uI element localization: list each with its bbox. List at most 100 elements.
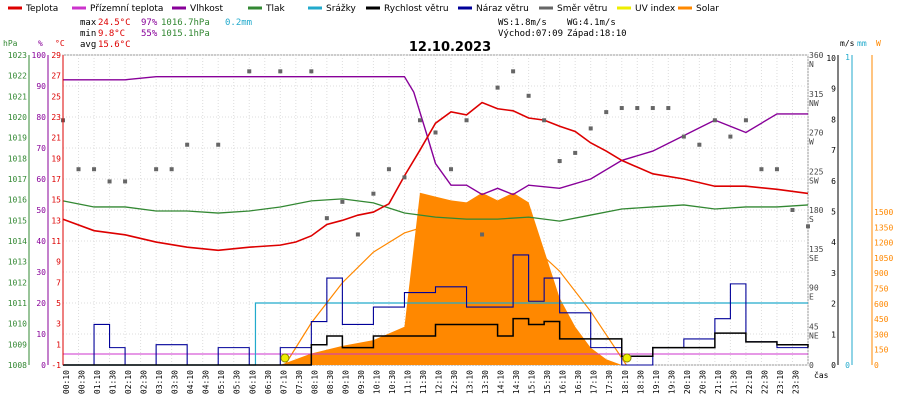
wind-direction-point — [495, 85, 500, 90]
wind-direction-point — [278, 69, 283, 74]
wind-direction-point — [619, 106, 624, 111]
axis-hpa-tick: 1009 — [8, 340, 27, 349]
axis-pct-tick: 30 — [36, 268, 46, 277]
wind-direction-point — [681, 134, 686, 139]
axis-dir-tick: 270 — [809, 129, 824, 138]
wind-direction-point — [728, 134, 733, 139]
wind-direction-point — [774, 167, 779, 172]
axis-hpa-tick: 1014 — [8, 237, 27, 246]
axis-dir-tick: 135 — [809, 245, 824, 254]
wind-direction-point — [216, 142, 221, 147]
series-rychlost-větru — [63, 317, 809, 366]
x-tick-label: 03:10 — [155, 370, 164, 394]
stat-min-hum: 55% — [141, 29, 158, 39]
legend-label: UV index — [635, 4, 676, 14]
axis-hpa-tick: 1012 — [8, 278, 27, 287]
legend-label: Srážky — [326, 4, 357, 14]
stat-wind-speed: WS:1.8m/s — [498, 18, 547, 28]
wind-direction-point — [480, 232, 485, 237]
stat-min-pres: 1015.1hPa — [161, 29, 210, 39]
axis-w-tick: 750 — [874, 285, 889, 294]
wind-direction-point — [169, 167, 174, 172]
axis-header-degc: °C — [55, 39, 65, 48]
axis-w-tick: 450 — [874, 315, 889, 324]
x-tick-label: 08:10 — [310, 370, 319, 394]
axis-hpa-tick: 1019 — [8, 134, 27, 143]
series-vlhkost — [63, 76, 808, 196]
axis-ms-tick: 0 — [831, 361, 836, 370]
wind-direction-point — [402, 175, 407, 180]
x-tick-label: 09:30 — [357, 370, 366, 394]
wind-direction-point — [92, 167, 97, 172]
x-tick-label: 04:30 — [202, 370, 211, 394]
axis-pct-tick: 100 — [32, 51, 47, 60]
axis-dir-tick: 90 — [809, 284, 819, 293]
axis-header-ms: m/s — [840, 39, 855, 48]
axis-hpa-tick: 1023 — [8, 51, 27, 60]
axis-pct-tick: 80 — [36, 113, 46, 122]
wind-direction-point — [666, 106, 671, 111]
wind-direction-point — [324, 216, 329, 221]
x-tick-label: 13:10 — [466, 370, 475, 394]
wind-direction-point — [464, 118, 469, 123]
x-tick-label: 23:30 — [791, 370, 800, 394]
axis-degc-tick: 3 — [56, 320, 61, 329]
axis-dir-label: W — [809, 138, 814, 147]
axis-dir-tick: 315 — [809, 90, 824, 99]
axis-w-tick: 1200 — [874, 239, 893, 248]
axis-pct-tick: 90 — [36, 82, 46, 91]
x-tick-label: 01:10 — [93, 370, 102, 394]
wind-direction-point — [433, 130, 438, 135]
axis-dir-label: S — [809, 215, 814, 224]
legend-label: Solar — [696, 4, 719, 14]
x-tick-label: 23:10 — [776, 370, 785, 394]
wind-direction-point — [712, 118, 717, 123]
stat-min-label: min — [80, 29, 96, 39]
axis-degc-tick: 5 — [56, 299, 61, 308]
stat-wind-gust: WG:4.1m/s — [567, 18, 616, 28]
x-tick-label: 06:30 — [264, 370, 273, 394]
wind-direction-point — [542, 118, 547, 123]
wind-direction-point — [588, 126, 593, 131]
wind-direction-point — [604, 110, 609, 115]
wind-direction-point — [107, 179, 112, 184]
series-teplota — [62, 101, 809, 252]
x-tick-label: 07:30 — [295, 370, 304, 394]
axis-hpa-tick: 1013 — [8, 258, 27, 267]
x-tick-label: 00:10 — [62, 370, 71, 394]
wind-direction-points — [61, 69, 810, 363]
x-tick-label: 09:10 — [341, 370, 350, 394]
stat-sunrise: Východ:07:09 — [498, 29, 563, 39]
axis-pct-tick: 0 — [41, 361, 46, 370]
axis-hpa-tick: 1015 — [8, 216, 27, 225]
x-tick-label: 07:10 — [279, 370, 288, 394]
axis-w-tick: 900 — [874, 269, 889, 278]
wind-direction-point — [449, 167, 454, 172]
wind-direction-point — [557, 159, 562, 164]
axis-ms-tick: 4 — [831, 238, 836, 247]
wind-direction-point — [417, 118, 422, 123]
axis-ms-tick: 3 — [831, 269, 836, 278]
axis-ms-tick: 6 — [831, 177, 836, 186]
axis-header-mm: mm — [857, 39, 867, 48]
wind-direction-point — [650, 106, 655, 111]
axis-pct-tick: 50 — [36, 206, 46, 215]
x-tick-label: 19:10 — [652, 370, 661, 394]
axis-hpa-tick: 1021 — [8, 92, 27, 101]
axis-ms-tick: 1 — [831, 330, 836, 339]
legend-label: Tlak — [265, 4, 286, 14]
stat-avg-temp: 15.6°C — [98, 40, 131, 50]
stat-max-temp: 24.5°C — [98, 18, 131, 28]
series-tlak — [62, 198, 809, 222]
axis-pct-tick: 60 — [36, 175, 46, 184]
sunrise-marker — [280, 353, 290, 363]
axis-degc-tick: 1 — [56, 340, 61, 349]
x-tick-label: 21:10 — [714, 370, 723, 394]
legend-label: Přízemní teplota — [90, 4, 163, 14]
axis-ms-tick: 2 — [831, 300, 836, 309]
axis-dir-tick: 360 — [809, 51, 824, 60]
axis-w-tick: 150 — [874, 346, 889, 355]
series-solar-area — [280, 192, 622, 365]
axis-mm-tick: 1 — [845, 53, 850, 62]
axis-pct-tick: 20 — [36, 299, 46, 308]
